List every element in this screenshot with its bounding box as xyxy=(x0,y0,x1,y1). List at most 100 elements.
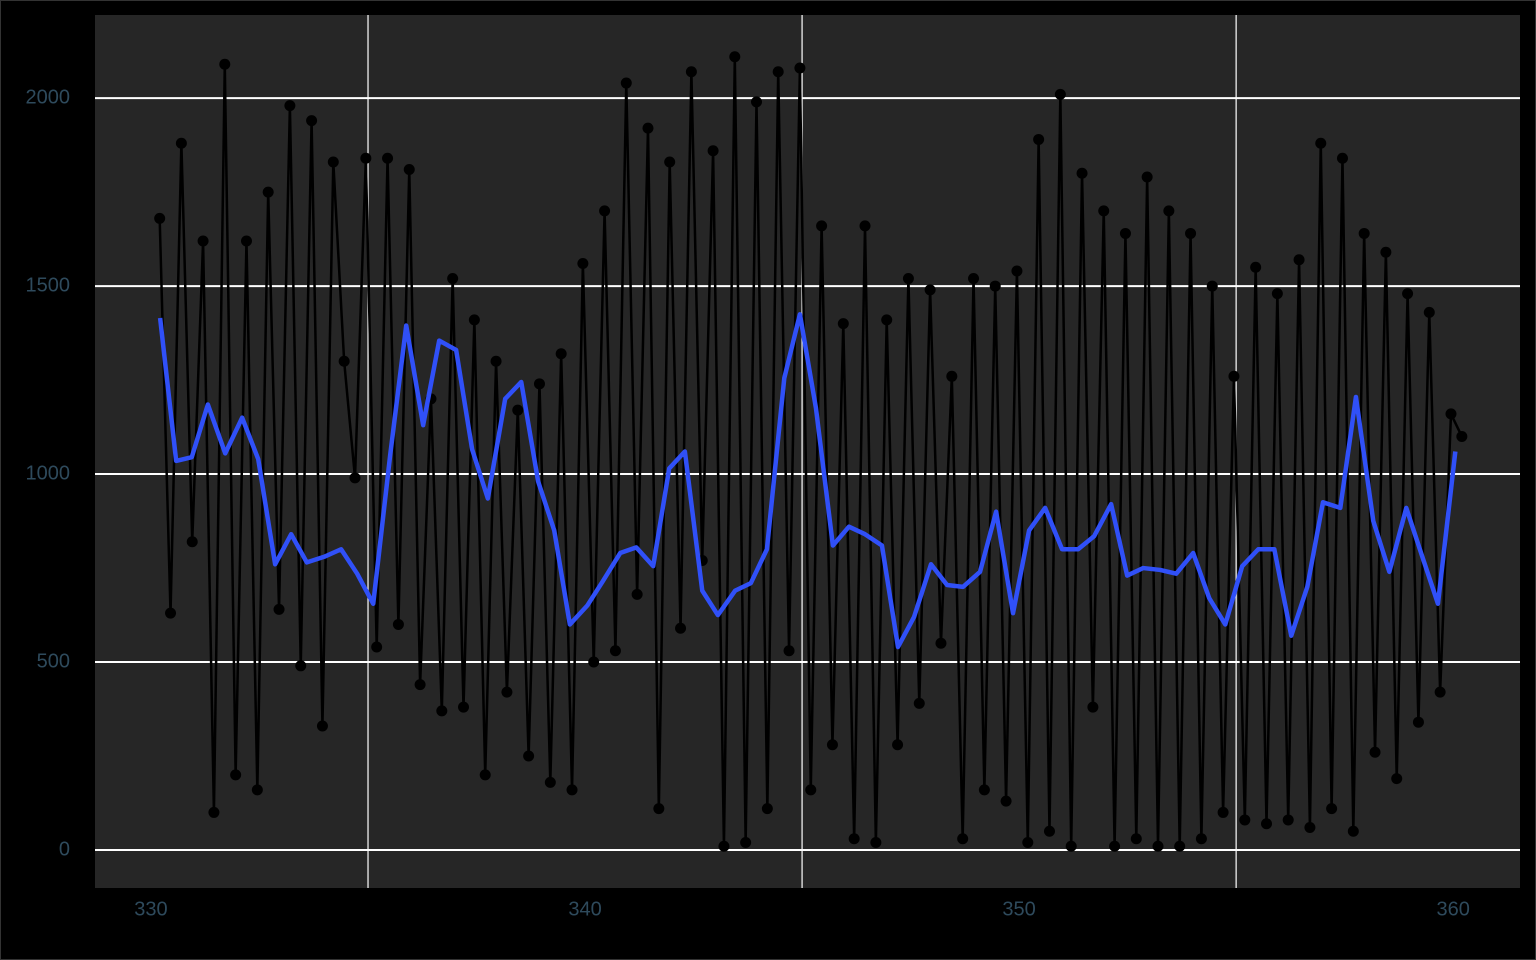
data-point xyxy=(360,152,372,164)
data-point xyxy=(1336,152,1348,164)
data-point xyxy=(230,769,242,781)
data-point xyxy=(902,273,914,285)
data-point xyxy=(588,656,600,668)
data-point xyxy=(240,235,252,247)
data-point xyxy=(316,720,328,732)
data-point xyxy=(1250,261,1262,273)
data-point xyxy=(1326,803,1338,815)
data-point xyxy=(718,840,730,852)
data-point xyxy=(1304,821,1316,833)
data-point xyxy=(1109,840,1121,852)
data-point xyxy=(892,739,904,751)
data-point xyxy=(913,697,925,709)
data-point xyxy=(447,273,459,285)
y-tick-label: 0 xyxy=(59,838,70,860)
data-point xyxy=(1098,205,1110,217)
data-point xyxy=(750,96,762,108)
data-point xyxy=(1022,837,1034,849)
data-point xyxy=(544,776,556,788)
data-point xyxy=(295,660,307,672)
data-point xyxy=(1456,430,1468,442)
data-point xyxy=(1369,746,1381,758)
data-point xyxy=(1445,408,1457,420)
x-tick-label: 330 xyxy=(134,898,167,920)
data-point xyxy=(935,637,947,649)
data-point xyxy=(490,355,502,367)
data-point xyxy=(1011,265,1023,277)
data-point xyxy=(870,837,882,849)
data-point xyxy=(479,769,491,781)
data-point xyxy=(848,833,860,845)
data-point xyxy=(729,51,741,63)
data-point xyxy=(924,284,936,296)
data-point xyxy=(403,164,415,176)
data-point xyxy=(1043,825,1055,837)
data-point xyxy=(761,803,773,815)
data-point xyxy=(631,588,643,600)
y-tick-label: 2000 xyxy=(26,86,71,108)
data-point xyxy=(1239,814,1251,826)
data-point xyxy=(577,258,589,270)
data-point xyxy=(816,220,828,232)
data-point xyxy=(392,618,404,630)
data-point xyxy=(968,273,980,285)
data-point xyxy=(349,472,361,484)
data-point xyxy=(978,784,990,796)
data-point xyxy=(1358,227,1370,239)
data-point xyxy=(251,784,263,796)
data-point xyxy=(1206,280,1218,292)
data-point xyxy=(175,137,187,149)
x-tick-label: 340 xyxy=(568,898,601,920)
y-tick-label: 1500 xyxy=(26,274,71,296)
data-point xyxy=(436,705,448,717)
y-tick-label: 1000 xyxy=(26,462,71,484)
data-point xyxy=(783,645,795,657)
data-point xyxy=(957,833,969,845)
data-point xyxy=(371,641,383,653)
data-point xyxy=(262,186,274,198)
data-point xyxy=(1423,306,1435,318)
data-point xyxy=(794,62,806,74)
data-point xyxy=(1261,818,1273,830)
data-point xyxy=(154,212,166,224)
data-point xyxy=(1163,205,1175,217)
data-point xyxy=(1000,795,1012,807)
data-point xyxy=(599,205,611,217)
data-point xyxy=(284,100,296,112)
plot-panel xyxy=(95,15,1520,888)
data-point xyxy=(501,686,513,698)
data-point xyxy=(1315,137,1327,149)
data-point xyxy=(1402,288,1414,300)
data-point xyxy=(826,739,838,751)
data-point xyxy=(1033,133,1045,145)
data-point xyxy=(1141,171,1153,183)
data-point xyxy=(382,152,394,164)
data-point xyxy=(1412,716,1424,728)
x-tick-label: 350 xyxy=(1002,898,1035,920)
data-point xyxy=(1282,814,1294,826)
data-point xyxy=(186,536,198,548)
data-point xyxy=(1076,167,1088,179)
data-point xyxy=(197,235,209,247)
data-point xyxy=(208,806,220,818)
data-point xyxy=(1130,833,1142,845)
data-point xyxy=(512,404,524,416)
data-point xyxy=(620,77,632,89)
data-point xyxy=(1347,825,1359,837)
data-point xyxy=(523,750,535,762)
data-point xyxy=(664,156,676,168)
data-point xyxy=(859,220,871,232)
x-tick-label: 360 xyxy=(1436,898,1469,920)
data-point xyxy=(1391,773,1403,785)
data-point xyxy=(685,66,697,78)
data-point xyxy=(740,837,752,849)
data-point xyxy=(1174,840,1186,852)
data-point xyxy=(1380,246,1392,258)
data-point xyxy=(1217,806,1229,818)
data-point xyxy=(1087,701,1099,713)
data-point xyxy=(805,784,817,796)
data-point xyxy=(1228,370,1240,382)
data-point xyxy=(468,314,480,326)
